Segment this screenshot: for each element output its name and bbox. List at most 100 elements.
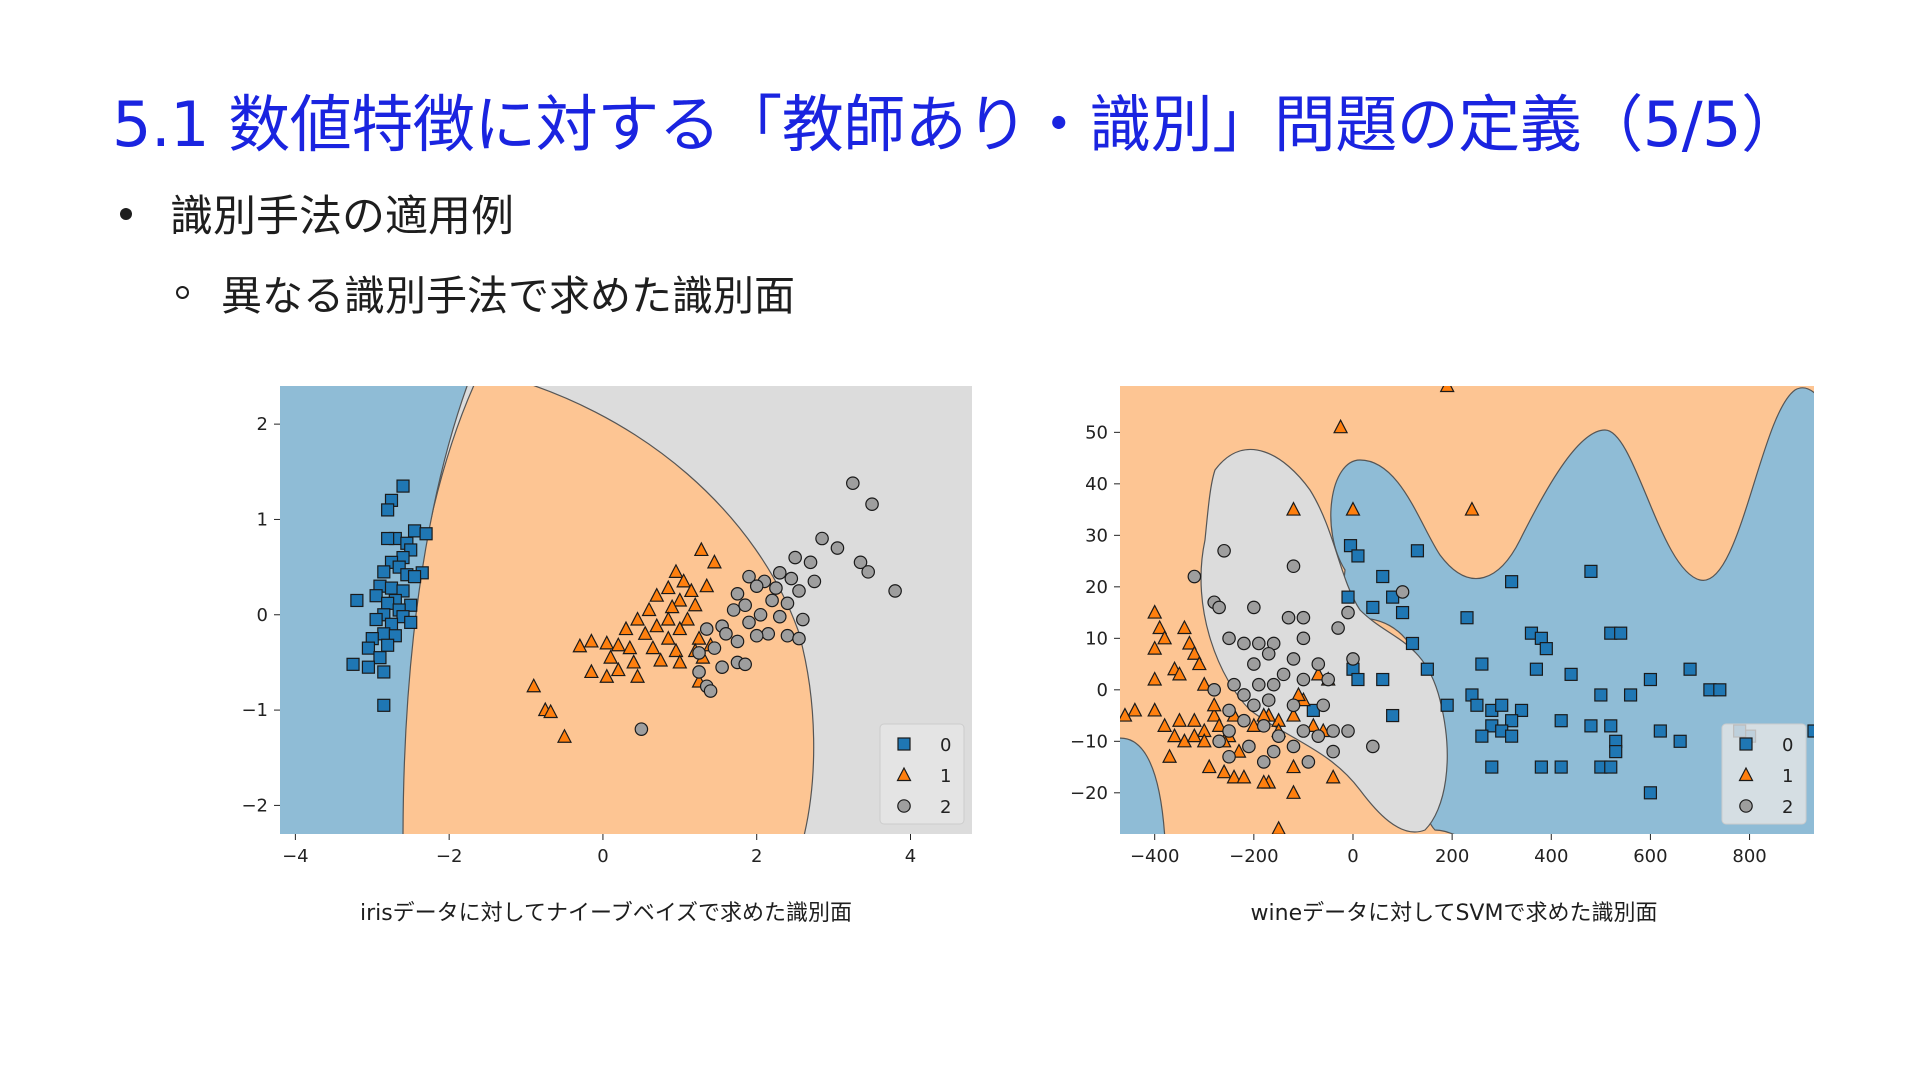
iris-point-class-2 bbox=[730, 634, 745, 649]
wine-point-class-0 bbox=[1539, 642, 1553, 656]
wine-point-class-1 bbox=[1286, 784, 1301, 799]
iris-point-class-1 bbox=[649, 617, 665, 633]
wine-point-class-1 bbox=[1206, 696, 1222, 712]
wine-point-class-2 bbox=[1217, 543, 1231, 558]
iris-point-class-2 bbox=[738, 598, 752, 613]
wine-point-class-1 bbox=[1271, 820, 1286, 834]
iris-decision-regions bbox=[280, 386, 972, 834]
iris-point-class-2 bbox=[699, 622, 714, 636]
wine-decision-regions bbox=[1120, 386, 1814, 834]
iris-point-class-0 bbox=[361, 641, 376, 655]
iris-point-class-1 bbox=[630, 611, 646, 626]
wine-point-class-0 bbox=[1475, 729, 1489, 743]
wine-y-tick-label: 0 bbox=[1097, 680, 1108, 701]
wine-point-class-2 bbox=[1222, 631, 1236, 646]
wine-point-class-2 bbox=[1296, 672, 1311, 687]
iris-point-class-2 bbox=[784, 571, 799, 586]
wine-x-tick-label: 200 bbox=[1435, 846, 1469, 867]
iris-point-class-1 bbox=[599, 668, 615, 683]
wine-point-class-2 bbox=[1321, 672, 1335, 687]
iris-point-class-1 bbox=[668, 642, 684, 658]
wine-point-class-0 bbox=[1405, 636, 1420, 651]
wine-point-class-1 bbox=[1171, 666, 1187, 681]
wine-legend-label: 2 bbox=[1782, 797, 1793, 818]
wine-point-class-1 bbox=[1256, 774, 1272, 789]
wine-point-class-2 bbox=[1261, 646, 1276, 661]
iris-point-class-1 bbox=[680, 611, 695, 626]
iris-point-class-1 bbox=[683, 582, 699, 598]
iris-point-class-0 bbox=[396, 479, 410, 493]
iris-x-tick-label: −4 bbox=[282, 846, 309, 867]
wine-legend-label: 0 bbox=[1782, 735, 1793, 756]
iris-point-class-1 bbox=[557, 728, 572, 743]
wine-point-class-0 bbox=[1623, 688, 1638, 702]
wine-point-class-0 bbox=[1440, 698, 1454, 712]
wine-point-class-2 bbox=[1256, 755, 1271, 769]
iris-point-class-0 bbox=[361, 660, 376, 674]
iris-point-class-1 bbox=[610, 661, 626, 677]
iris-point-class-2 bbox=[715, 660, 729, 674]
sub-bullet-circle-icon bbox=[176, 286, 189, 299]
wine-x-tick-label: −200 bbox=[1229, 846, 1278, 867]
wine-y-tick-label: 30 bbox=[1085, 525, 1108, 546]
iris-y-tick-label: 1 bbox=[257, 509, 268, 530]
wine-point-class-0 bbox=[1643, 672, 1658, 687]
iris-point-class-0 bbox=[384, 581, 399, 595]
iris-point-class-2 bbox=[769, 581, 783, 595]
wine-point-class-0 bbox=[1460, 611, 1474, 625]
wine-point-class-1 bbox=[1305, 717, 1321, 732]
wine-point-class-1 bbox=[1201, 758, 1217, 774]
wine-chart-caption: wineデータに対してSVMで求めた識別面 bbox=[1250, 901, 1658, 926]
iris-legend-marker-1 bbox=[896, 766, 912, 782]
wine-point-class-1 bbox=[1196, 676, 1212, 691]
wine-point-class-0 bbox=[1351, 672, 1365, 687]
wine-point-class-0 bbox=[1594, 688, 1608, 702]
wine-decision-boundary-chart: −400 −200 0 200 400 600 800 −20 −10 0 10 20 30 40 50 0 1… bbox=[1070, 386, 1814, 867]
wine-point-class-0 bbox=[1534, 760, 1548, 774]
wine-point-class-2 bbox=[1286, 698, 1301, 713]
iris-point-class-2 bbox=[780, 596, 795, 611]
wine-point-class-0 bbox=[1505, 575, 1519, 589]
wine-legend-marker-1 bbox=[1738, 766, 1754, 782]
wine-point-class-1 bbox=[1127, 702, 1143, 717]
wine-point-class-2 bbox=[1346, 652, 1360, 666]
iris-point-class-1 bbox=[622, 639, 638, 655]
wine-point-class-2 bbox=[1341, 605, 1355, 620]
wine-point-class-2 bbox=[1395, 585, 1410, 599]
wine-point-class-1 bbox=[1176, 733, 1192, 748]
iris-point-class-1 bbox=[672, 654, 688, 669]
wine-point-class-0 bbox=[1683, 662, 1697, 676]
wine-point-class-2 bbox=[1222, 749, 1236, 764]
wine-legend-marker-0 bbox=[1739, 737, 1753, 751]
wine-point-class-2 bbox=[1271, 729, 1286, 743]
wine-point-class-0 bbox=[1643, 786, 1658, 800]
wine-axes: −400 −200 0 200 400 600 800 −20 −10 0 10 20 30 40 50 bbox=[1070, 422, 1767, 867]
iris-region-class-0 bbox=[280, 386, 468, 834]
iris-point-class-1 bbox=[664, 598, 680, 614]
iris-point-class-2 bbox=[792, 584, 806, 598]
wine-point-class-1 bbox=[1176, 619, 1192, 635]
iris-point-class-1 bbox=[676, 573, 692, 588]
wine-point-class-1 bbox=[1186, 712, 1202, 727]
iris-point-class-1 bbox=[572, 637, 588, 653]
wine-point-class-2 bbox=[1237, 636, 1251, 651]
iris-point-class-1 bbox=[668, 563, 684, 578]
iris-point-class-2 bbox=[780, 628, 795, 643]
iris-legend-marker-0 bbox=[897, 737, 911, 751]
wine-point-class-1 bbox=[1286, 501, 1301, 516]
sub-bullet-text: 異なる識別手法で求めた識別面 bbox=[221, 272, 795, 320]
iris-legend-label: 1 bbox=[940, 766, 951, 787]
wine-point-class-2 bbox=[1286, 559, 1301, 574]
wine-point-class-0 bbox=[1609, 745, 1623, 759]
iris-point-class-2 bbox=[692, 665, 706, 679]
wine-point-class-0 bbox=[1420, 662, 1434, 676]
wine-point-class-1 bbox=[1286, 707, 1301, 722]
wine-point-class-1 bbox=[1231, 743, 1247, 758]
wine-point-class-1 bbox=[1157, 630, 1173, 645]
wine-point-class-1 bbox=[1290, 686, 1306, 702]
iris-point-class-1 bbox=[660, 579, 676, 595]
wine-point-class-0 bbox=[1614, 626, 1628, 640]
iris-point-class-1 bbox=[660, 630, 676, 645]
iris-point-class-2 bbox=[749, 628, 764, 643]
wine-y-tick-label: 50 bbox=[1085, 422, 1108, 443]
